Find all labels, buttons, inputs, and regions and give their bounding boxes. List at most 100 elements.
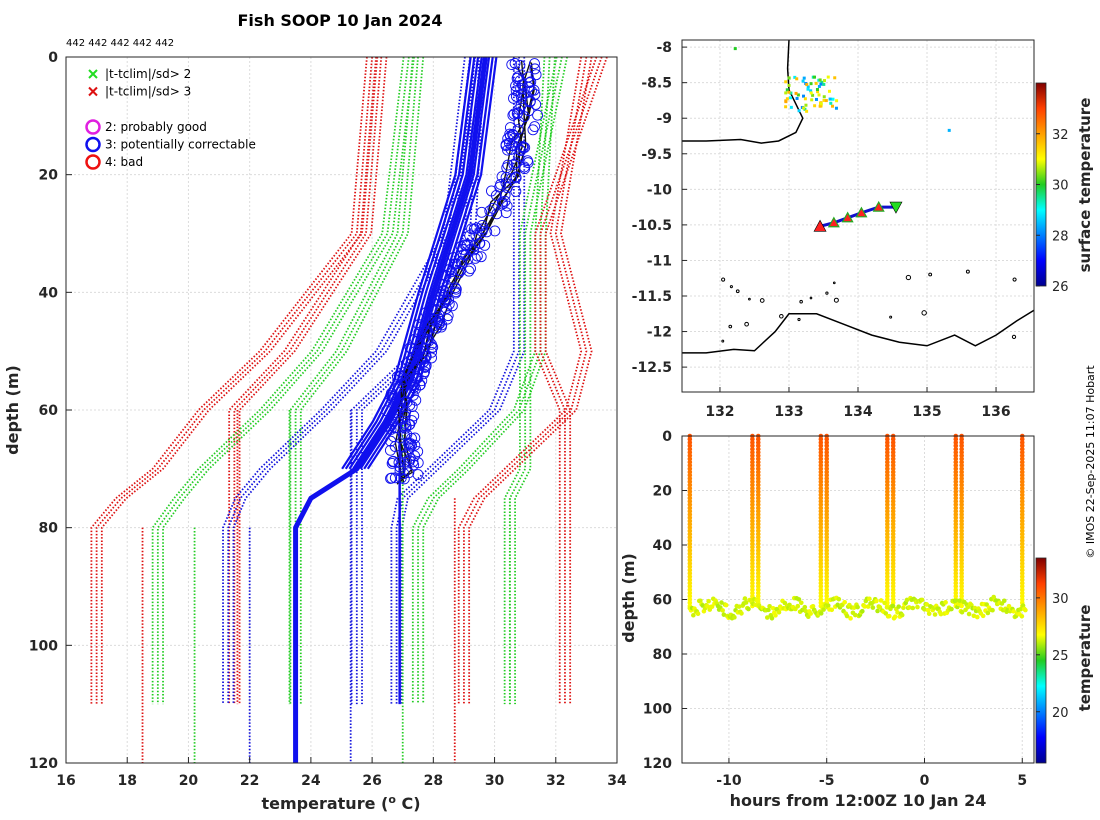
cast-point <box>953 515 959 521</box>
cast-point <box>890 453 896 458</box>
cast-point <box>885 551 890 557</box>
profile-y-tick-label: 40 <box>39 285 59 301</box>
surface-temp-cell <box>793 75 797 79</box>
cast-point <box>824 440 830 445</box>
cast-point <box>818 538 824 543</box>
cast-point <box>959 463 964 468</box>
cast-point <box>959 440 964 445</box>
map-y-tick-label: -9 <box>656 111 672 127</box>
cast-point <box>1019 472 1025 478</box>
cast-point <box>890 535 896 540</box>
cast-point <box>818 443 824 449</box>
cast-point <box>890 459 896 465</box>
map-colorbar-tick-label: 26 <box>1052 280 1069 295</box>
qc-flag-circle <box>499 189 511 201</box>
qc-flag-circle <box>469 252 481 264</box>
cast-point <box>959 459 964 465</box>
baseline-point <box>705 604 710 609</box>
legend-marker-x <box>88 69 98 79</box>
cast-point <box>687 531 693 537</box>
cast-point <box>953 577 959 583</box>
baseline-point <box>855 604 860 610</box>
time-x-tick-label: 5 <box>1017 773 1027 789</box>
map-y-tick-label: -10.5 <box>632 218 672 234</box>
cast-point <box>687 472 693 478</box>
cast-point <box>953 554 959 560</box>
cast-point <box>1019 557 1025 563</box>
cast-point <box>959 548 964 553</box>
legend-label: 3: potentially correctable <box>105 138 256 152</box>
baseline-point <box>959 609 965 615</box>
legend-label: |t-tclim|/sd> 3 <box>105 85 191 99</box>
climatology-line <box>95 57 374 705</box>
baseline-point <box>709 604 715 609</box>
cast-point <box>824 590 830 596</box>
cast-point <box>890 466 896 472</box>
cast-point <box>818 518 824 524</box>
cast-point <box>818 440 824 445</box>
profile-ticks: 16 18 20 22 24 26 28 30 32 34 0 20 40 60 80 100 120 <box>29 50 627 789</box>
time-x-label: hours from 12:00Z 10 Jan 24 <box>730 791 987 810</box>
cast-point <box>885 574 890 579</box>
baseline-point <box>1001 598 1007 604</box>
qc-flag-circle <box>453 267 465 279</box>
surface-temp-cell <box>822 95 826 99</box>
surface-temp-cell <box>831 104 835 108</box>
surface-temp-cell <box>797 109 801 113</box>
baseline-point <box>895 610 900 615</box>
cast-point <box>750 450 755 455</box>
cast-point <box>890 571 896 576</box>
qc-flag-circle <box>500 139 512 151</box>
baseline-point <box>825 603 831 608</box>
cast-point <box>687 508 693 514</box>
baseline-point <box>922 607 927 612</box>
island <box>797 317 801 322</box>
cast-point <box>953 518 959 524</box>
cast-point <box>687 528 693 534</box>
legend-marker-x <box>88 86 98 97</box>
cast-point <box>885 466 890 472</box>
surface-temp-cell <box>803 97 807 101</box>
island <box>735 289 740 294</box>
baseline-point <box>896 604 901 609</box>
cast-point <box>1019 486 1025 491</box>
cast-point <box>1019 561 1025 566</box>
profile-x-tick-label: 22 <box>240 773 259 789</box>
cast-point <box>953 548 959 553</box>
cast-point <box>818 505 824 511</box>
cast-point <box>818 564 824 570</box>
map-y-tick-label: -12.5 <box>632 360 672 376</box>
cast-point <box>755 476 761 481</box>
qc-flag-circle <box>450 286 462 298</box>
surface-temp-cell <box>787 83 791 87</box>
time-y-label: depth (m) <box>619 553 638 643</box>
cast-point <box>750 544 755 550</box>
legend-label: 4: bad <box>105 155 143 169</box>
cast-point <box>824 508 830 514</box>
climatology-line <box>90 57 368 705</box>
qc-flag-circle <box>463 265 475 277</box>
track-marker <box>827 216 840 228</box>
cast-point <box>818 584 824 589</box>
cast-point <box>755 486 761 491</box>
baseline-point <box>736 604 742 609</box>
cast-point <box>750 528 755 534</box>
cast-point <box>1019 564 1025 570</box>
map-y-tick-label: -8 <box>656 40 672 56</box>
surface-temp-cell <box>812 75 816 79</box>
baseline-point <box>787 602 792 608</box>
cast-point <box>953 508 959 514</box>
qc-flag-circle <box>510 185 522 197</box>
cast-point <box>885 456 890 462</box>
map-y-tick-label: -11 <box>647 253 672 269</box>
legend-marker-circle <box>85 136 101 153</box>
cast-point <box>750 495 755 501</box>
cast-point <box>818 446 824 452</box>
cast-point <box>890 548 896 553</box>
cast-point <box>687 518 693 524</box>
cast-point <box>885 476 890 481</box>
baseline-point <box>906 605 912 610</box>
qc-flag-circle <box>400 422 411 434</box>
cast-point <box>824 482 830 488</box>
cast-point <box>959 587 964 592</box>
